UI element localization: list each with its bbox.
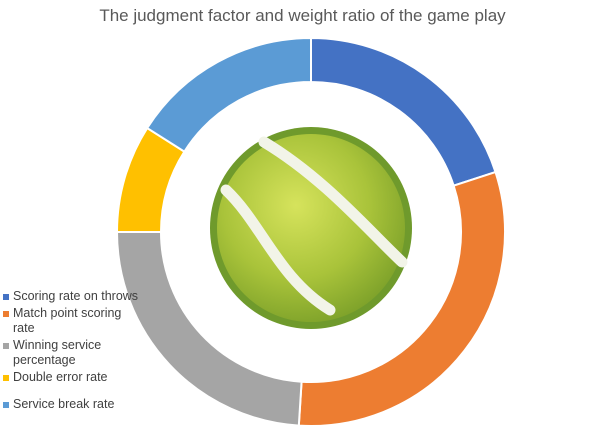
legend-item: Winning service percentage: [3, 338, 143, 368]
legend-label: Match point scoring rate: [13, 306, 122, 335]
legend-label: Scoring rate on throws: [13, 289, 139, 303]
legend-swatch: [3, 375, 9, 381]
legend-label: Double error rate: [13, 370, 108, 384]
legend: Scoring rate on throws Match point scorin…: [3, 289, 143, 414]
legend-label: Winning service percentage: [13, 338, 102, 367]
slice-service-break-rate: [145, 36, 312, 154]
tennis-ball-icon: [210, 127, 412, 329]
legend-swatch: [3, 402, 9, 408]
legend-swatch: [3, 343, 9, 349]
legend-swatch: [3, 294, 9, 300]
legend-item: Match point scoring rate: [3, 306, 143, 336]
legend-swatch: [3, 311, 9, 317]
legend-item: Double error rate: [3, 370, 143, 385]
legend-item: Scoring rate on throws: [3, 289, 143, 304]
chart-title: The judgment factor and weight ratio of …: [99, 6, 506, 25]
legend-item: Service break rate: [3, 397, 143, 412]
legend-label: Service break rate: [13, 397, 115, 411]
